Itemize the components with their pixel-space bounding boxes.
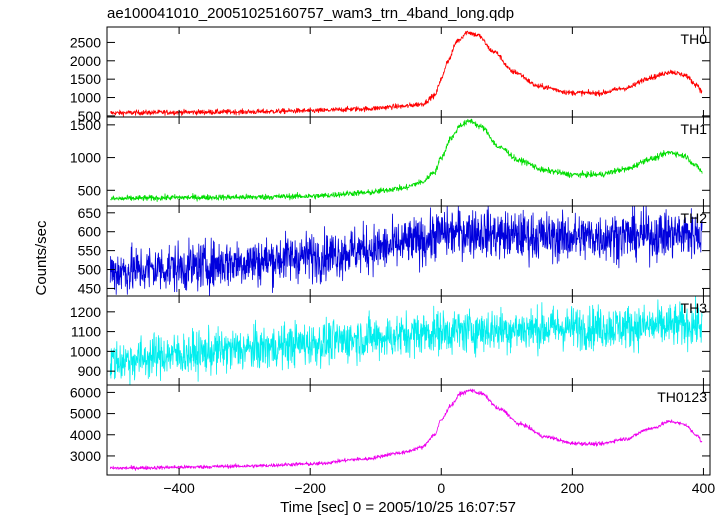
y-tick-label: 500 <box>78 262 102 278</box>
panel-label-th3: TH3 <box>681 300 708 316</box>
panel-th2: 450 500 550 600 650 TH2 <box>78 205 711 297</box>
series-line-th0123 <box>109 388 703 471</box>
y-tick-label: 5000 <box>70 406 101 422</box>
y-tick-label: 500 <box>78 182 102 198</box>
panel-label-th0: TH0 <box>681 31 708 47</box>
y-tick-label: 1100 <box>71 324 101 340</box>
panel-th0123: 3000 4000 5000 6000 TH0123 <box>70 384 711 476</box>
x-tick-label: −200 <box>294 480 326 496</box>
panel-th3: 900 1000 1100 1200 TH3 <box>70 295 711 386</box>
panel-label-th2: TH2 <box>681 210 708 226</box>
panel-th1: 500 1000 1500 TH1 <box>70 116 711 207</box>
chart-title: ae100041010_20051025160757_wam3_trn_4ban… <box>107 5 514 22</box>
panel-frame <box>106 384 711 476</box>
y-tick-label: 6000 <box>70 384 101 400</box>
y-tick-label: 1500 <box>70 71 101 87</box>
x-axis-label: Time [sec] 0 = 2005/10/25 16:07:57 <box>280 499 516 516</box>
x-axis: −400 −200 0 200 400 <box>163 480 715 496</box>
y-tick-label: 1500 <box>70 117 101 133</box>
y-tick-label: 2000 <box>70 53 101 69</box>
y-tick-label: 4000 <box>70 427 101 443</box>
y-tick-label: 600 <box>78 224 102 240</box>
panel-label-th1: TH1 <box>681 121 708 137</box>
x-tick-label: 0 <box>437 480 445 496</box>
series-line-th3 <box>109 296 703 385</box>
y-tick-label: 2500 <box>70 34 101 50</box>
y-tick-label: 1200 <box>70 304 101 320</box>
panel-th0: 500 1000 1500 2000 2500 TH0 <box>70 26 711 124</box>
panels-layer: 500 1000 1500 2000 2500 TH0 500 1000 1500 TH1 450 5… <box>70 26 711 476</box>
x-tick-label: −400 <box>163 480 195 496</box>
y-axis-label: Counts/sec <box>33 220 50 296</box>
panel-frame <box>106 116 711 207</box>
y-tick-label: 550 <box>78 243 102 259</box>
series-line-th2 <box>109 206 703 296</box>
panel-label-th0123: TH0123 <box>657 389 707 405</box>
panel-frame <box>106 26 711 118</box>
y-tick-label: 3000 <box>70 448 101 464</box>
y-tick-label: 500 <box>78 108 102 124</box>
y-tick-label: 1000 <box>70 90 101 106</box>
series-line-th0 <box>109 30 703 117</box>
x-tick-label: 400 <box>692 480 716 496</box>
y-tick-label: 1000 <box>70 343 101 359</box>
y-tick-label: 650 <box>78 205 102 221</box>
y-tick-label: 450 <box>78 280 102 296</box>
x-tick-label: 200 <box>561 480 585 496</box>
y-tick-label: 1000 <box>70 150 101 166</box>
series-line-th1 <box>110 118 703 202</box>
y-tick-label: 900 <box>78 363 102 379</box>
